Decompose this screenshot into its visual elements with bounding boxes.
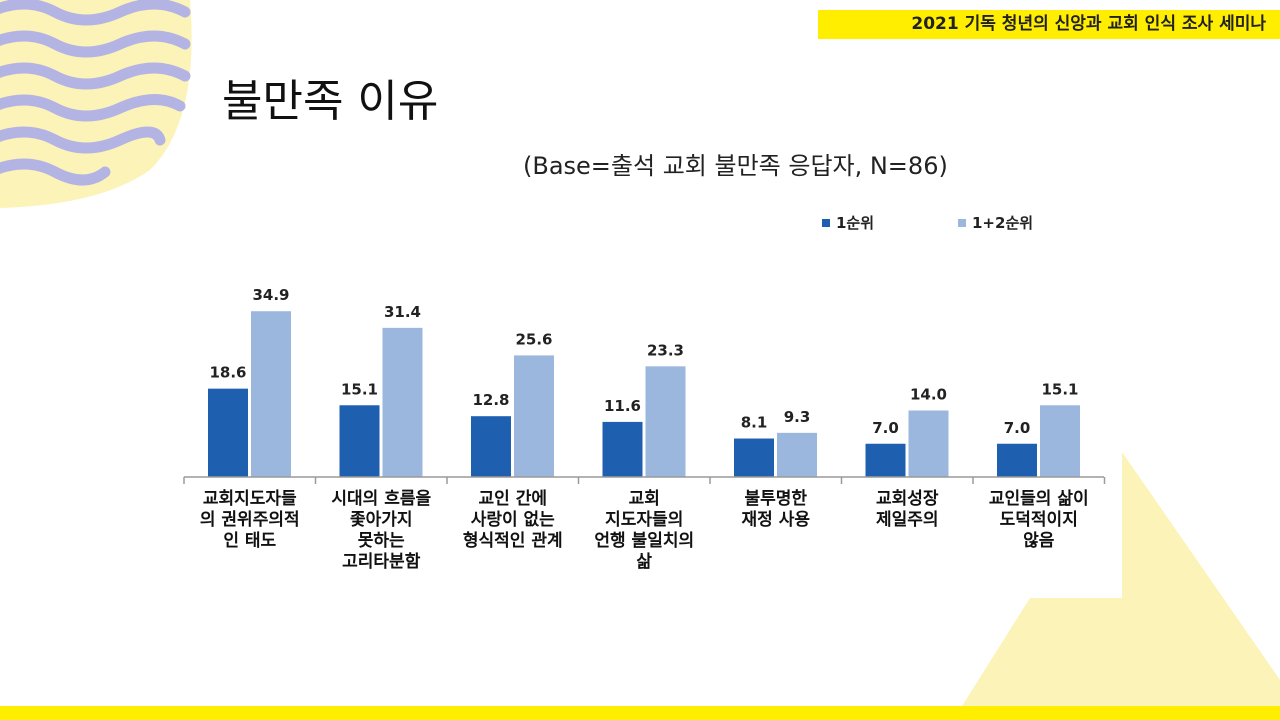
bar-series1-2: [339, 405, 380, 477]
bottom-accent-bar: [0, 706, 1280, 720]
x-tick-label-line: 교인들의 삶이: [989, 489, 1089, 509]
bar-series2-1: [251, 311, 291, 477]
data-label-series1-6: 7.0: [872, 419, 899, 437]
data-label-series2-6: 14.0: [910, 386, 947, 404]
bar-series1-7: [997, 443, 1037, 477]
x-tick-label-5: 불투명한 재정 사용: [742, 489, 811, 530]
legend-swatch-2: [958, 219, 966, 227]
x-tick-label-line: 형식적인 관계: [463, 530, 563, 551]
bar-series1-4: [602, 421, 643, 477]
bar-series1-1: [208, 388, 248, 477]
data-label-series1-2: 15.1: [341, 380, 378, 398]
left-yellow-blob: [0, 0, 192, 208]
bar-series2-5: [777, 432, 817, 477]
x-tick-label-line: 시대의 흐름을: [331, 489, 431, 509]
data-label-series2-2: 31.4: [384, 303, 421, 321]
x-tick-label-line: 좇아가지: [350, 510, 413, 530]
data-label-series2-3: 25.6: [515, 330, 552, 348]
bar-series2-7: [1040, 405, 1080, 477]
x-tick-label-6: 교회성장 제일주의: [876, 489, 939, 530]
x-tick-label-line: 삶: [636, 552, 652, 572]
data-label-series2-1: 34.9: [252, 286, 289, 304]
x-tick-label-line: 도덕적이지: [1000, 510, 1078, 530]
x-tick-label-line: 못하는: [358, 531, 405, 551]
bar-series2-6: [908, 410, 949, 477]
page-title: 불만족 이유: [222, 76, 439, 127]
base-note: (Base=출석 교회 불만족 응답자, N=86): [523, 152, 948, 180]
x-tick-label-line: 지도자들의: [605, 510, 683, 530]
data-label-series2-5: 9.3: [784, 408, 811, 426]
bar-series2-4: [645, 366, 686, 477]
x-tick-label-line: 교회지도자들: [203, 489, 297, 509]
x-tick-label-line: 고리타분함: [342, 551, 421, 572]
bar-series2-3: [514, 355, 554, 477]
bar-series1-6: [865, 443, 906, 477]
legend-swatch-1: [822, 219, 830, 227]
data-label-series1-3: 12.8: [472, 391, 509, 409]
x-tick-label-line: 교인 간에: [479, 489, 547, 509]
x-tick-label-line: 재정 사용: [742, 510, 811, 530]
x-tick-label-7: 교인들의 삶이 도덕적이지 않음: [989, 489, 1089, 551]
bar-series1-5: [734, 438, 774, 477]
x-tick-label-line: 의 권위주의적: [200, 510, 300, 530]
x-tick-label-line: 언행 불일치의: [594, 531, 694, 551]
x-tick-label-line: 않음: [1023, 531, 1055, 551]
data-label-series1-5: 8.1: [741, 414, 768, 432]
data-label-series1-1: 18.6: [209, 364, 246, 382]
x-tick-label-line: 교회성장: [876, 489, 939, 509]
legend-label-1: 1순위: [836, 214, 874, 232]
x-tick-label-2: 시대의 흐름을 좇아가지 못하는 고리타분함: [331, 489, 431, 572]
x-tick-label-line: 사랑이 없는: [471, 510, 555, 530]
x-tick-label-line: 제일주의: [876, 510, 939, 530]
x-tick-label-line: 인 태도: [223, 531, 276, 551]
x-tick-label-3: 교인 간에 사랑이 없는 형식적인 관계: [463, 489, 563, 551]
seminar-banner: 2021 기독 청년의 신앙과 교회 인식 조사 세미나: [818, 10, 1280, 39]
right-yellow-triangle: [962, 452, 1280, 706]
wave-pattern: [0, 0, 191, 186]
bar-series2-2: [382, 327, 423, 477]
data-label-series1-7: 7.0: [1004, 419, 1031, 437]
legend-label-2: 1+2순위: [972, 214, 1033, 232]
x-tick-label-4: 교회 지도자들의 언행 불일치의 삶: [594, 489, 694, 572]
data-label-series1-4: 11.6: [604, 397, 641, 415]
x-tick-label-line: 불투명한: [744, 489, 807, 509]
x-tick-label-1: 교회지도자들 의 권위주의적 인 태도: [200, 489, 300, 551]
data-label-series2-4: 23.3: [647, 341, 684, 359]
x-tick-label-line: 교회: [629, 489, 660, 509]
data-label-series2-7: 15.1: [1041, 380, 1078, 398]
bar-series1-3: [471, 416, 511, 477]
